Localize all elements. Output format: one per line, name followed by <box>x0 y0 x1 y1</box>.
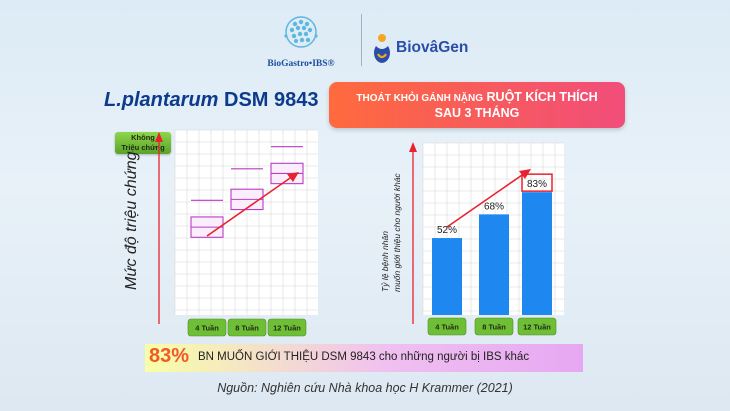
growth-arrow-line <box>446 172 526 228</box>
summary-banner: 83% BN MUỐN GIỚI THIỆU DSM 9843 cho nhữn… <box>145 344 583 372</box>
bar-rect <box>432 238 462 315</box>
symptom-box-chart: 4 Tuần 8 Tuần 12 Tuần <box>174 129 318 337</box>
x-label-3: 12 Tuần <box>267 318 307 337</box>
recommend-y-axis-label: Tỷ lệ bệnh nhân muốn giới thiệu cho ngườ… <box>380 173 402 292</box>
bar-1: 52% <box>432 225 462 315</box>
bar-value-label: 52% <box>437 225 457 236</box>
source-note: Nguồn: Nghiên cứu Nhà khoa học H Krammer… <box>217 381 513 395</box>
biovagen-logo: BiovâGen <box>370 32 480 68</box>
headline-line-1: THOÁT KHỎI GÁNH NẶNG RUỘT KÍCH THÍCH <box>329 90 625 106</box>
x-label-2-label: 8 Tuần <box>482 323 506 332</box>
x-label-3-bg <box>267 318 307 337</box>
summary-percent: 83% <box>149 345 190 367</box>
strain-name: L.plantarum <box>104 89 219 111</box>
summary-text: BN MUỐN GIỚI THIỆU DSM 9843 cho những ng… <box>198 351 530 363</box>
x-label-1: 4 Tuần <box>427 317 467 336</box>
x-label-1: 4 Tuần <box>187 318 227 337</box>
strain-code: DSM 9843 <box>224 89 319 111</box>
headline-prefix: THOÁT KHỎI GÁNH NẶNG <box>356 93 484 104</box>
biovagen-figure-icon <box>374 34 390 63</box>
recommend-bar-chart: 52% 68% 83% 4 Tuần 8 Tuần 12 Tuần <box>422 142 564 336</box>
x-label-2-label: 8 Tuần <box>235 324 259 333</box>
x-label-1-bg <box>187 318 227 337</box>
x-label-1-label: 4 Tuần <box>435 323 459 332</box>
trend-arrow-line <box>206 175 294 237</box>
symptom-y-axis <box>155 132 163 324</box>
no-symptom-badge-line2: Triệu chứng <box>121 143 165 152</box>
biogastro-emblem-icon <box>284 16 318 48</box>
bar-value-label: 68% <box>484 201 504 212</box>
symptom-box-3 <box>270 146 304 185</box>
headline-line-2: SAU 3 THÁNG <box>434 106 520 120</box>
x-label-3-bg <box>517 317 557 336</box>
biovagen-wordmark: BiovâGen <box>396 39 469 56</box>
svg-text:Tỷ lệ bệnh nhân: Tỷ lệ bệnh nhân <box>380 231 390 292</box>
x-label-1-label: 4 Tuần <box>195 324 219 333</box>
x-label-2-bg <box>474 317 514 336</box>
x-label-2: 8 Tuần <box>474 317 514 336</box>
symptom-box-1 <box>190 199 224 238</box>
svg-text:Mức độ triệu chứng: Mức độ triệu chứng <box>123 151 140 290</box>
bar-rect <box>522 192 552 315</box>
x-label-3-label: 12 Tuần <box>273 324 301 333</box>
biogastro-logo: BioGastro•IBS® <box>246 10 356 76</box>
bar-2: 68% <box>479 201 509 315</box>
trend-arrow-head <box>287 172 299 182</box>
bar-value-label: 83% <box>527 179 547 190</box>
highlight-box <box>521 173 553 192</box>
bar-3: 83% <box>521 173 553 315</box>
symptom-box-2 <box>230 168 264 211</box>
no-symptom-badge-line1: Không <box>131 133 155 142</box>
x-label-3-label: 12 Tuần <box>523 323 551 332</box>
x-label-1-bg <box>427 317 467 336</box>
x-label-2-bg <box>227 318 267 337</box>
bar-rect <box>479 214 509 315</box>
svg-text:muốn giới thiệu cho người khác: muốn giới thiệu cho người khác <box>392 173 402 292</box>
logo-divider <box>361 14 362 66</box>
x-label-2: 8 Tuần <box>227 318 267 337</box>
headline-banner: THOÁT KHỎI GÁNH NẶNG RUỘT KÍCH THÍCH SAU… <box>329 82 625 128</box>
recommend-y-axis <box>409 142 417 324</box>
symptom-y-axis-label: Mức độ triệu chứng <box>123 151 140 290</box>
headline-emphasis: RUỘT KÍCH THÍCH <box>486 90 598 104</box>
x-label-3: 12 Tuần <box>517 317 557 336</box>
product-title: L.plantarum DSM 9843 <box>104 89 319 112</box>
biogastro-wordmark: BioGastro•IBS® <box>267 59 335 69</box>
